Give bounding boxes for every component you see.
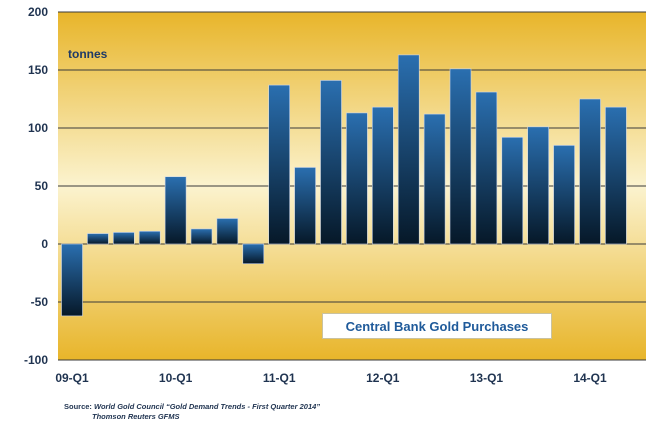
y-tick-label: 200 [28,5,48,19]
bar [190,228,213,245]
x-tick-label: 13-Q1 [470,371,504,385]
y-tick-label: 0 [41,237,48,251]
y-tick-label: 100 [28,121,48,135]
x-tick-label: 09-Q1 [55,371,89,385]
bar [371,106,394,245]
bar [527,126,550,245]
bar [216,218,239,245]
y-tick-label: 50 [35,179,49,193]
bar [320,80,342,245]
chart-svg: 200 150 100 50 0 -50 -100 09-Q1 10-Q1 11-Q1 12-Q1… [24,5,646,385]
x-tick-label: 14-Q1 [573,371,607,385]
x-tick-label: 10-Q1 [159,371,193,385]
x-tick-label: 11-Q1 [263,371,296,385]
bar [501,136,524,245]
source-line-2: Thomson Reuters GFMS [92,412,180,421]
x-tick-label: 12-Q1 [366,371,400,385]
bar [87,233,109,245]
bar [294,167,316,245]
bar [164,176,187,245]
bar [423,113,446,245]
source-label: Source: [64,402,92,411]
bar [449,68,472,245]
bar [61,243,83,317]
bar [268,84,291,245]
source-note: Source: World Gold Council “Gold Demand … [64,402,320,422]
bar [397,54,420,245]
bars [61,54,627,317]
bar [475,91,498,245]
legend-label: Central Bank Gold Purchases [322,313,552,339]
bar [605,106,627,245]
y-tick-label: -50 [31,295,49,309]
bar [113,232,135,245]
bar [553,145,575,245]
source-line-1: World Gold Council “Gold Demand Trends -… [94,402,321,411]
bar [242,243,265,265]
y-tick-label: 150 [28,63,48,77]
y-tick-label: -100 [24,353,48,367]
bar [346,112,368,245]
bar [579,98,601,245]
unit-label: tonnes [68,47,108,61]
y-axis-ticks: 200 150 100 50 0 -50 -100 [24,5,48,367]
x-axis-ticks: 09-Q1 10-Q1 11-Q1 12-Q1 13-Q1 14-Q1 [55,371,607,385]
bar [138,230,161,245]
